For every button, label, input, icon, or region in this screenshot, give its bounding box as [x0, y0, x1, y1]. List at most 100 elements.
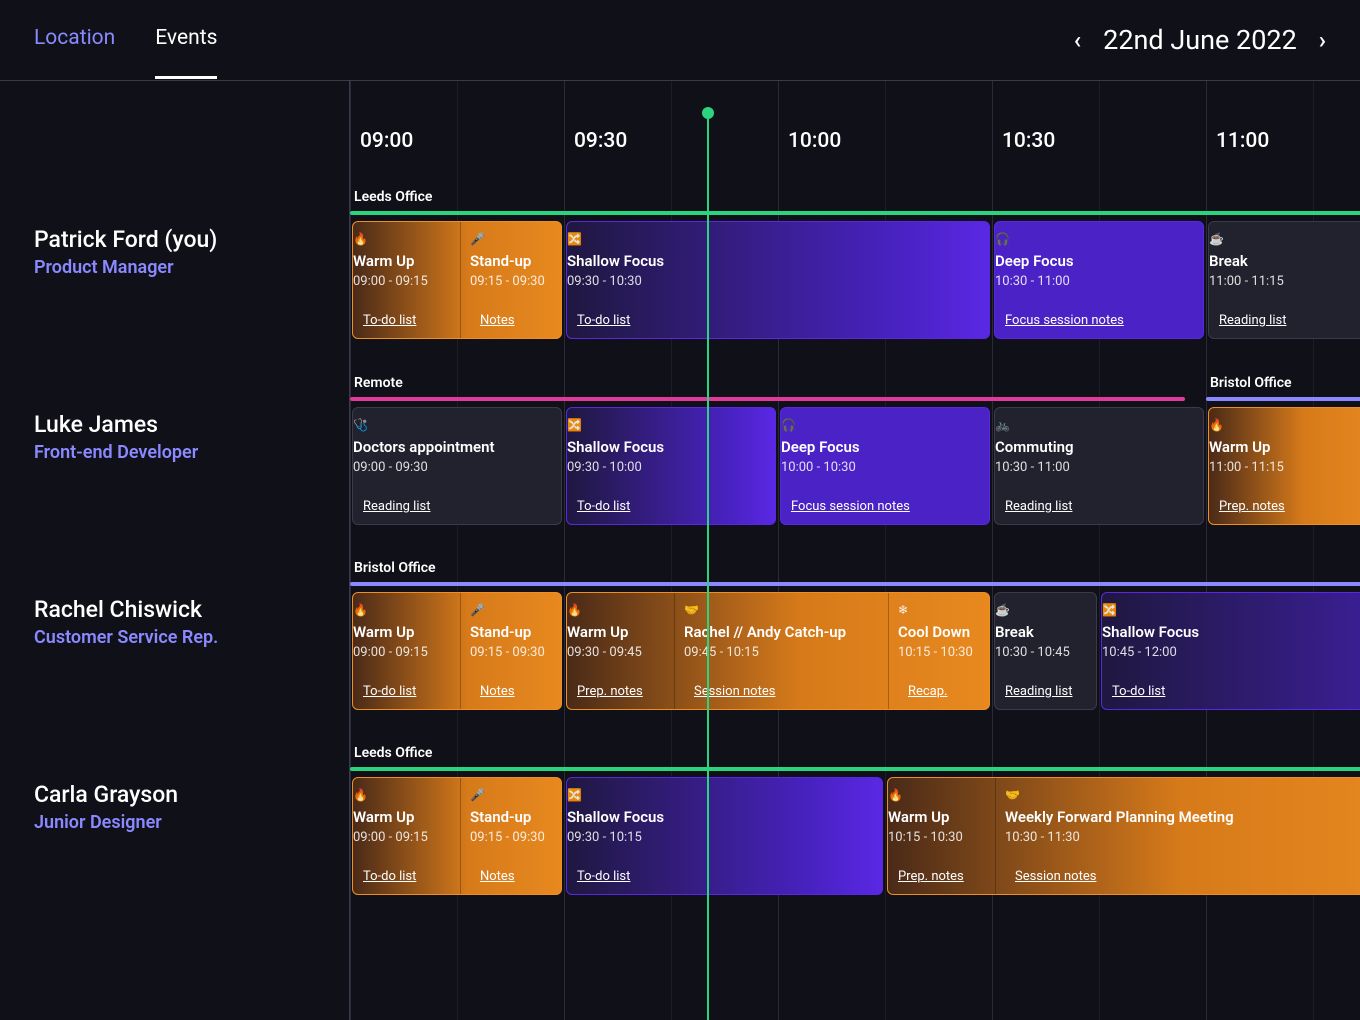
event-card[interactable]: 🔀Shallow Focus10:45 - 12:00To-do list [1101, 592, 1360, 710]
event-link[interactable]: Recap. [908, 684, 948, 699]
event-link[interactable]: Notes [480, 313, 515, 328]
event-link[interactable]: Focus session notes [1005, 313, 1124, 328]
person-name: Carla Grayson [34, 781, 178, 808]
event-title: Deep Focus [781, 438, 860, 456]
event-link[interactable]: Reading list [1219, 313, 1286, 328]
event-card[interactable]: 🩺Doctors appointment09:00 - 09:30Reading… [352, 407, 562, 525]
next-day-icon[interactable]: › [1319, 26, 1326, 54]
event-title: Stand-up [470, 808, 545, 826]
event-title: Warm Up [888, 808, 963, 826]
event-link[interactable]: To-do list [363, 869, 416, 884]
event-time: 09:30 - 10:15 [567, 830, 664, 845]
event-icon: 🎤 [470, 603, 545, 617]
event-time: 09:00 - 09:15 [353, 645, 428, 660]
tab-location[interactable]: Location [34, 2, 115, 79]
person-name: Patrick Ford (you) [34, 226, 217, 253]
location-bar [350, 397, 1185, 401]
location-label: Remote [354, 375, 403, 391]
event-link[interactable]: To-do list [363, 313, 416, 328]
tabs: Location Events [34, 2, 217, 79]
event-icon: 🔥 [888, 788, 963, 802]
time-slot-label: 11:00 [1216, 129, 1269, 153]
event-title: Shallow Focus [1102, 623, 1199, 641]
prev-day-icon[interactable]: ‹ [1074, 26, 1081, 54]
gridline [564, 81, 565, 1020]
event-card[interactable]: 🎧Deep Focus10:30 - 11:00Focus session no… [994, 221, 1204, 339]
event-card[interactable]: 🔥Warm Up09:00 - 09:15To-do list🎤Stand-up… [352, 221, 562, 339]
event-link[interactable]: Prep. notes [1219, 499, 1285, 514]
person[interactable]: Carla GraysonJunior Designer [34, 781, 178, 833]
event-card[interactable]: ☕Break11:00 - 11:15Reading list [1208, 221, 1360, 339]
event-card[interactable]: 🔀Shallow Focus09:30 - 10:30To-do list [566, 221, 990, 339]
location-bar [350, 767, 1360, 771]
event-card[interactable]: 🔥Warm Up09:00 - 09:15To-do list🎤Stand-up… [352, 592, 562, 710]
event-time: 10:15 - 10:30 [888, 830, 963, 845]
person-role: Front-end Developer [34, 442, 198, 463]
event-divider [460, 222, 461, 338]
person[interactable]: Luke James Front-end Developer [34, 411, 198, 463]
event-link[interactable]: Notes [480, 684, 515, 699]
event-link[interactable]: To-do list [1112, 684, 1165, 699]
event-link[interactable]: Prep. notes [577, 684, 643, 699]
event-link[interactable]: To-do list [363, 684, 416, 699]
event-time: 09:15 - 09:30 [470, 645, 545, 660]
event-link[interactable]: Session notes [1015, 869, 1096, 884]
gridline [350, 81, 351, 1020]
event-time: 10:30 - 11:30 [1005, 830, 1234, 845]
time-slot-label: 10:00 [788, 129, 841, 153]
event-time: 10:30 - 11:00 [995, 274, 1074, 289]
event-time: 09:00 - 09:15 [353, 830, 428, 845]
event-card[interactable]: 🔀Shallow Focus09:30 - 10:15To-do list [566, 777, 883, 895]
event-time: 09:30 - 10:30 [567, 274, 664, 289]
event-title: Break [1209, 252, 1284, 270]
event-icon: 🔀 [567, 788, 664, 802]
event-link[interactable]: Reading list [1005, 499, 1072, 514]
person-name: Luke James [34, 411, 198, 438]
event-icon: 🔥 [567, 603, 642, 617]
event-time: 09:15 - 09:30 [470, 830, 545, 845]
event-link[interactable]: To-do list [577, 313, 630, 328]
event-title: Stand-up [470, 252, 545, 270]
event-icon: ☕ [995, 603, 1070, 617]
event-card[interactable]: 🔥Warm Up09:00 - 09:15To-do list🎤Stand-up… [352, 777, 562, 895]
now-dot [702, 107, 714, 119]
event-card[interactable]: 🔥Warm Up09:30 - 09:45Prep. notes🤝Rachel … [566, 592, 990, 710]
event-title: Warm Up [353, 808, 428, 826]
event-title: Stand-up [470, 623, 545, 641]
event-link[interactable]: Reading list [363, 499, 430, 514]
event-link[interactable]: Prep. notes [898, 869, 964, 884]
event-divider [460, 778, 461, 894]
now-line [707, 111, 709, 1020]
location-label: Leeds Office [354, 189, 432, 205]
event-card[interactable]: 🔥Warm Up10:15 - 10:30Prep. notes🤝Weekly … [887, 777, 1360, 895]
location-bar [1206, 397, 1360, 401]
timeline: 09:0009:3010:0010:3011:00 Leeds Office🔥W… [350, 81, 1360, 1020]
event-icon: 🔥 [353, 788, 428, 802]
location-label: Bristol Office [1210, 375, 1292, 391]
event-card[interactable]: 🔥Warm Up11:00 - 11:15Prep. notes [1208, 407, 1360, 525]
event-icon: 🔀 [567, 232, 664, 246]
event-link[interactable]: Reading list [1005, 684, 1072, 699]
event-icon: 🔀 [1102, 603, 1199, 617]
event-link[interactable]: Notes [480, 869, 515, 884]
event-icon: ☕ [1209, 232, 1284, 246]
event-card[interactable]: 🎧Deep Focus10:00 - 10:30Focus session no… [780, 407, 990, 525]
event-card[interactable]: 🔀Shallow Focus09:30 - 10:00To-do list [566, 407, 776, 525]
event-card[interactable]: 🚲Commuting10:30 - 11:00Reading list [994, 407, 1204, 525]
event-card[interactable]: ☕Break10:30 - 10:45Reading list [994, 592, 1097, 710]
event-title: Cool Down [898, 623, 973, 641]
event-title: Warm Up [567, 623, 642, 641]
event-title: Deep Focus [995, 252, 1074, 270]
tab-events[interactable]: Events [155, 2, 217, 79]
person[interactable]: Rachel ChiswickCustomer Service Rep. [34, 596, 218, 648]
time-slot-label: 09:00 [360, 129, 413, 153]
event-title: Warm Up [353, 252, 428, 270]
location-bar [350, 211, 1360, 215]
person-role: Customer Service Rep. [34, 627, 218, 648]
event-link[interactable]: To-do list [577, 499, 630, 514]
person[interactable]: Patrick Ford (you)Product Manager [34, 226, 217, 278]
event-link[interactable]: Focus session notes [791, 499, 910, 514]
event-divider [995, 778, 996, 894]
event-title: Break [995, 623, 1070, 641]
event-link[interactable]: To-do list [577, 869, 630, 884]
